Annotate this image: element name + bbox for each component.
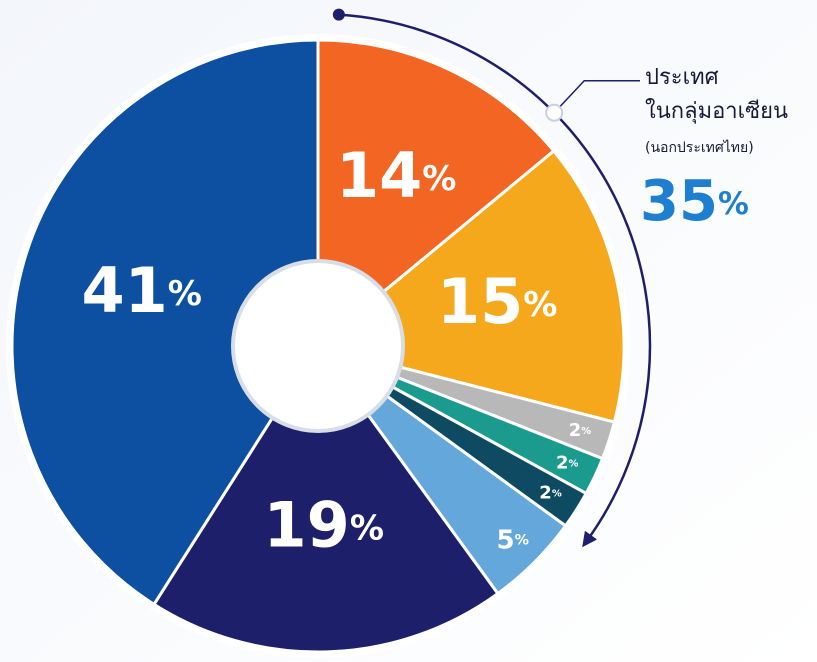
data-label: 5%: [497, 525, 529, 555]
data-label: 15%: [437, 265, 557, 338]
data-label: 41%: [81, 254, 201, 327]
data-label: 19%: [264, 489, 384, 562]
slice: [151, 343, 500, 654]
arc-dot: [545, 103, 564, 122]
annotation-line: ประเทศ: [645, 65, 719, 90]
pie-hole: [231, 259, 405, 433]
annotation-value: 35%: [640, 169, 749, 234]
data-label: 2%: [569, 420, 592, 441]
pie: 14% 15% 2% 2% 2% 5% 19% 41%: [6, 8, 652, 658]
data-label: 14%: [336, 139, 456, 212]
annotation-arc: [338, 13, 652, 548]
annotation: ประเทศ ในกลุ่มอาเซียน (นอกประเทศไทย) 35%: [640, 65, 788, 234]
annotation-line: (นอกประเทศไทย): [645, 139, 754, 156]
data-label: 2%: [556, 452, 579, 473]
annotation-line: ในกลุ่มอาเซียน: [645, 98, 788, 124]
slice: [10, 38, 320, 607]
data-label: 2%: [539, 483, 562, 504]
annotation-leader: [553, 79, 640, 114]
slice: [316, 38, 556, 350]
arc-start-dot: [332, 8, 345, 21]
